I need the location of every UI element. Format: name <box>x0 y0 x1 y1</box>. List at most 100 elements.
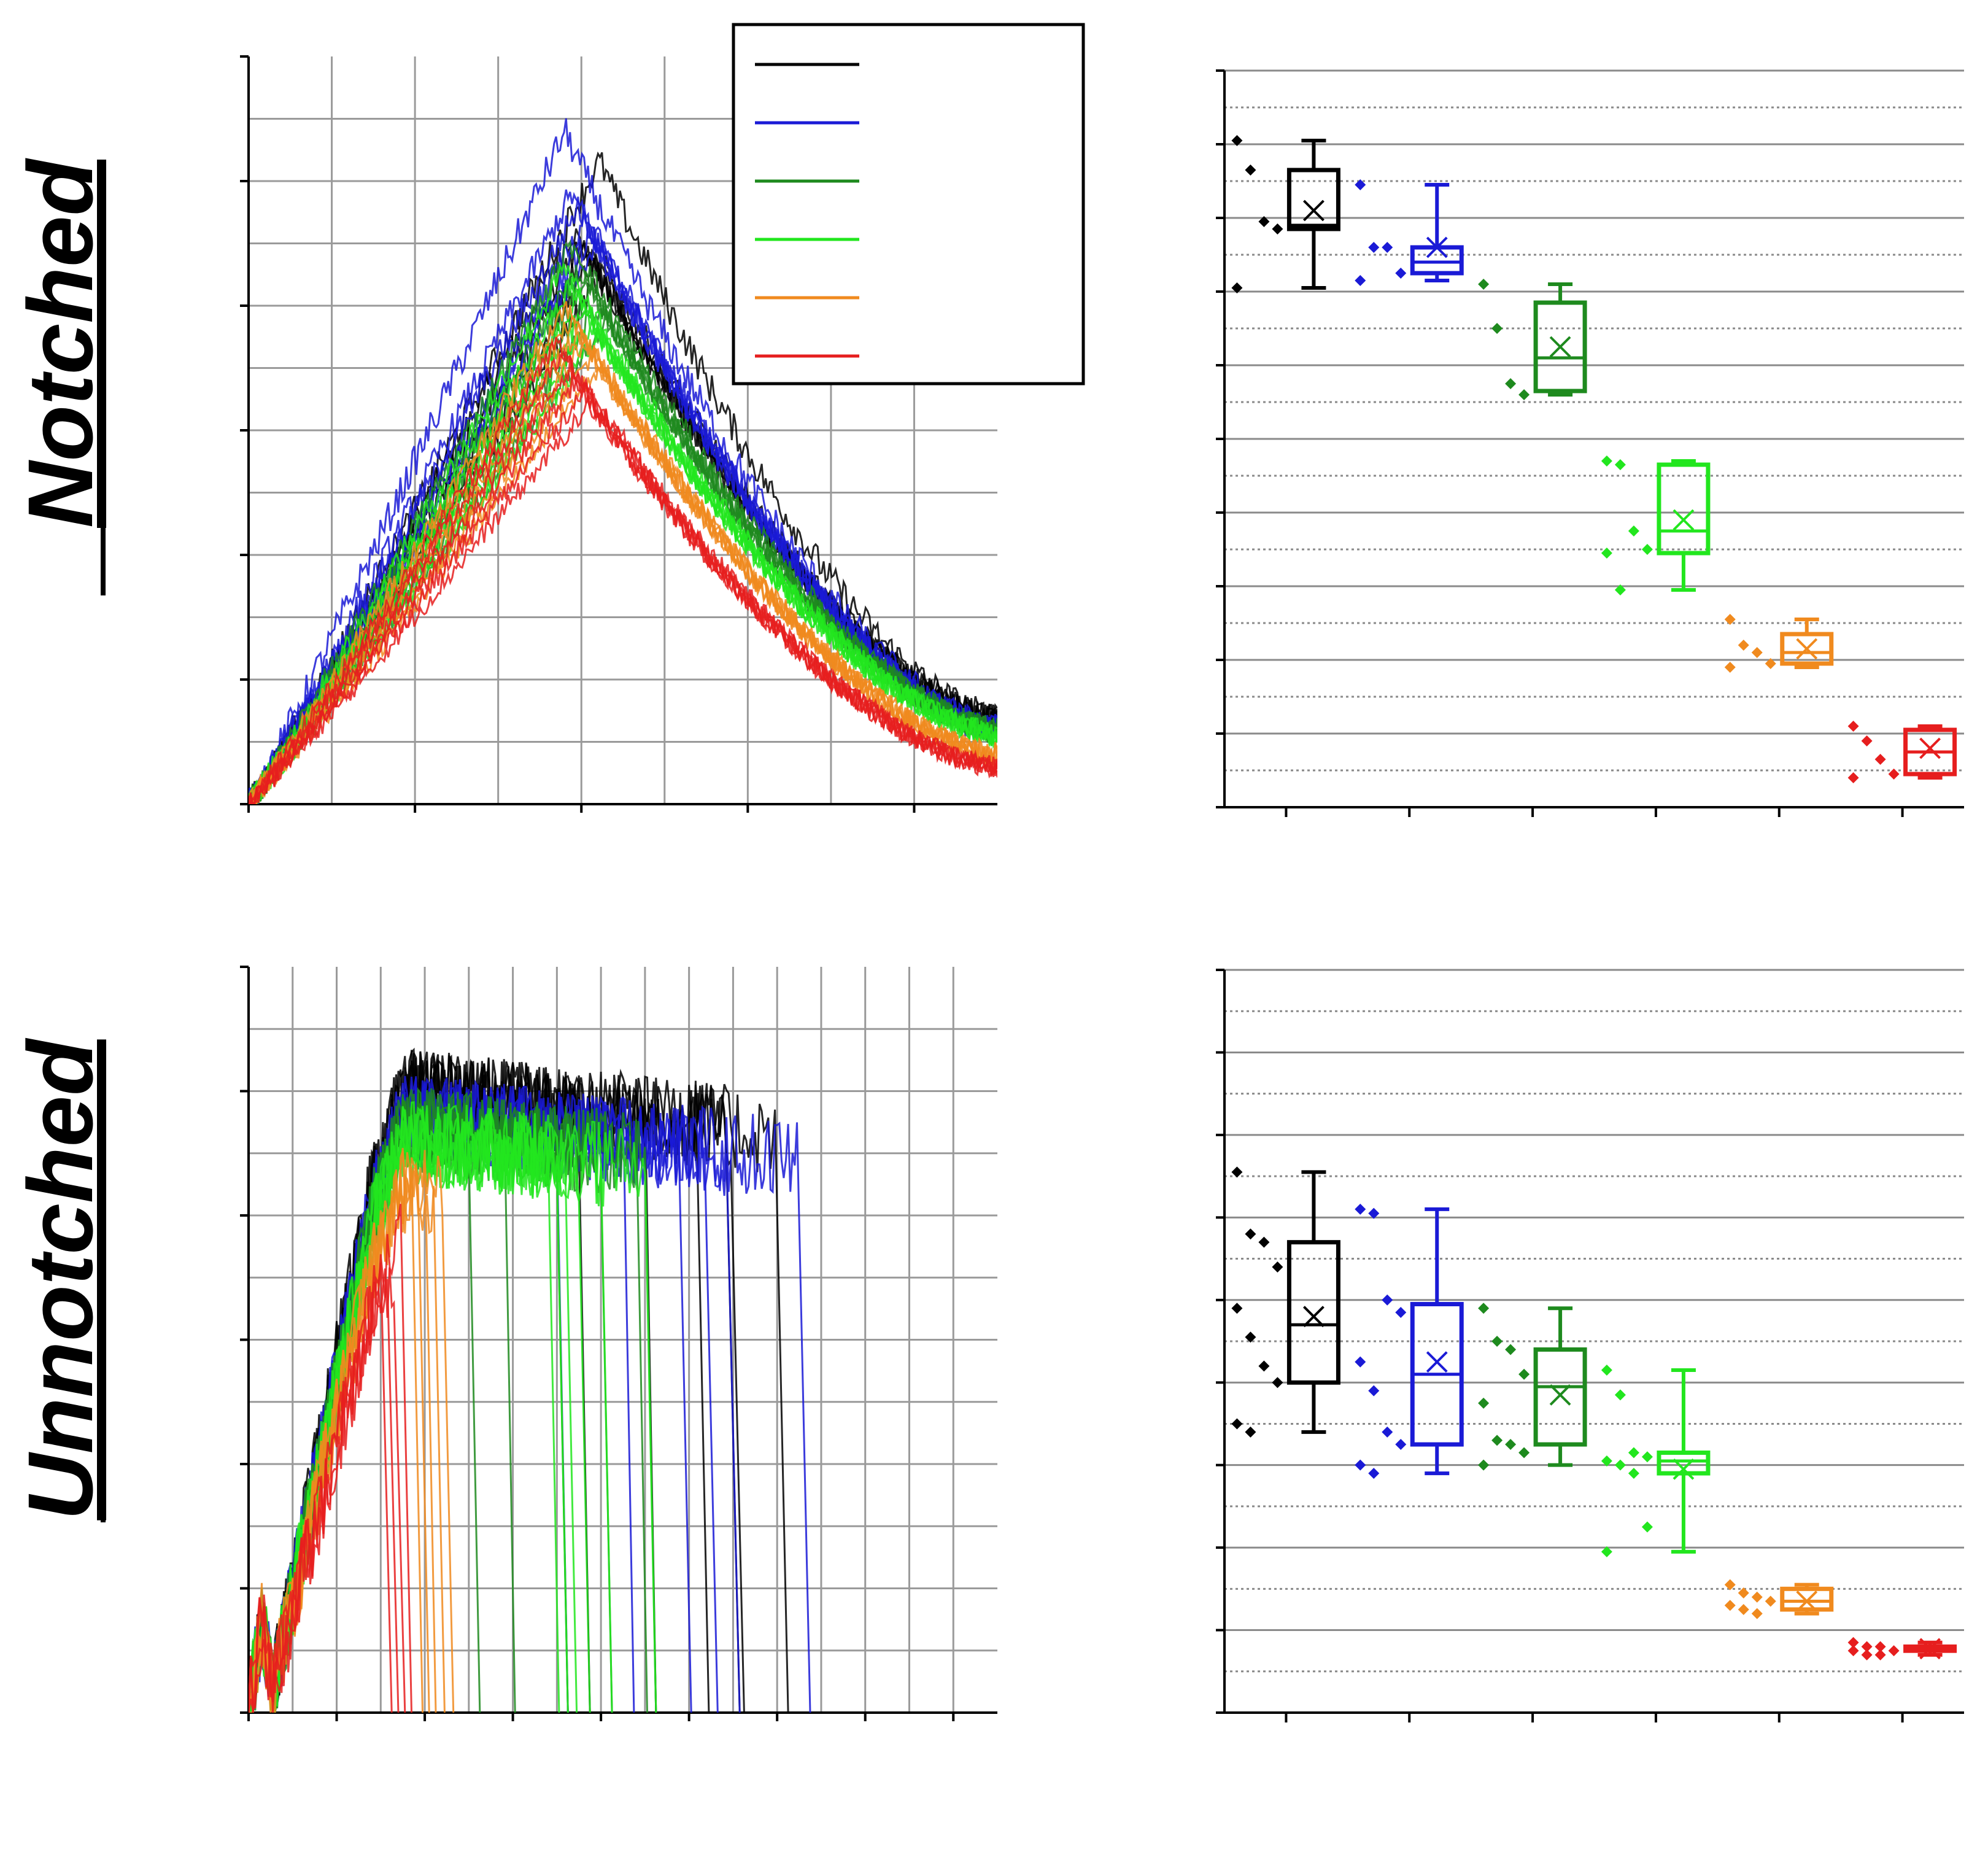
data-point <box>1847 1645 1859 1657</box>
notched-energy-chart <box>1216 69 1964 817</box>
data-point <box>1258 216 1270 227</box>
unnotched-force-chart <box>240 966 997 1721</box>
box <box>1533 300 1587 393</box>
data-point <box>1518 1447 1530 1459</box>
mean-marker <box>1426 236 1448 258</box>
legend-box <box>732 23 1085 386</box>
mean-marker <box>1919 1638 1941 1660</box>
mean-marker <box>1673 509 1695 531</box>
data-point <box>1765 1595 1776 1607</box>
data-point <box>1628 525 1639 537</box>
series-line-0wpp <box>249 118 997 804</box>
data-point <box>1861 1641 1873 1652</box>
series-line-8wpp <box>249 395 997 804</box>
data-point <box>1505 1439 1517 1451</box>
data-point <box>1355 179 1366 190</box>
data-point <box>1847 721 1859 732</box>
notched-force-chart <box>240 23 1085 813</box>
data-point <box>1245 1426 1256 1438</box>
data-point <box>1724 614 1736 625</box>
data-point <box>1888 769 1900 780</box>
data-point <box>1874 1649 1886 1660</box>
data-point <box>1861 1649 1873 1660</box>
data-point <box>1601 548 1612 559</box>
data-point <box>1641 1521 1653 1533</box>
data-point <box>1368 1207 1380 1219</box>
data-point <box>1231 1166 1243 1178</box>
box <box>1780 1586 1834 1612</box>
mean-marker <box>1303 200 1325 222</box>
unnotched-energy-chart <box>1216 969 1964 1722</box>
data-point <box>1491 323 1503 334</box>
series-line-8wpp <box>249 384 997 804</box>
row-label-unnotched: Unnotched <box>9 1037 112 1521</box>
data-point <box>1628 1447 1639 1459</box>
series-line-6wpp <box>249 350 997 804</box>
data-point <box>1724 662 1736 673</box>
data-point <box>1518 1368 1530 1380</box>
legend <box>732 23 1085 386</box>
mean-marker <box>1549 336 1571 358</box>
data-point <box>1518 389 1530 400</box>
box <box>1657 1451 1711 1476</box>
data-point <box>1724 1600 1736 1611</box>
data-point <box>1478 1303 1490 1314</box>
data-point <box>1382 1294 1393 1306</box>
data-point <box>1245 1331 1256 1343</box>
data-point <box>1765 658 1776 669</box>
data-point <box>1888 1645 1900 1657</box>
mean-marker <box>1673 1458 1695 1480</box>
data-point <box>1231 1303 1243 1314</box>
box <box>1410 245 1464 276</box>
box <box>1533 1347 1587 1447</box>
data-point <box>1368 1468 1380 1479</box>
data-point <box>1601 1546 1612 1557</box>
data-point <box>1861 735 1873 746</box>
data-point <box>1478 1459 1490 1471</box>
data-point <box>1231 1418 1243 1430</box>
data-point <box>1231 282 1243 293</box>
data-point <box>1258 1360 1270 1372</box>
data-point <box>1601 1365 1612 1376</box>
data-point <box>1505 1344 1517 1355</box>
series-lines <box>249 1047 811 1713</box>
data-point <box>1751 1591 1763 1603</box>
data-point <box>1368 242 1380 253</box>
data-point <box>1505 378 1517 389</box>
data-point <box>1478 1397 1490 1409</box>
data-point <box>1628 1468 1639 1479</box>
series-line-8wpp <box>249 358 997 804</box>
data-point <box>1874 1641 1886 1652</box>
mean-marker <box>1796 1590 1818 1612</box>
data-point <box>1478 279 1490 290</box>
data-point <box>1355 1356 1366 1368</box>
data-point <box>1738 1587 1749 1599</box>
series-lines <box>249 118 997 804</box>
data-point <box>1355 1203 1366 1215</box>
box <box>1286 168 1340 231</box>
data-point <box>1395 1439 1407 1451</box>
row-label-notched: Notched <box>9 158 112 528</box>
data-point <box>1272 1377 1283 1389</box>
data-point <box>1272 1261 1283 1273</box>
series-line-8wpp <box>249 347 997 804</box>
data-point <box>1395 1306 1407 1318</box>
data-point <box>1245 165 1256 176</box>
data-point <box>1847 1637 1859 1648</box>
data-point <box>1614 1389 1626 1401</box>
data-point <box>1491 1336 1503 1347</box>
data-point <box>1355 275 1366 286</box>
data-point <box>1751 1608 1763 1619</box>
data-point <box>1355 1459 1366 1471</box>
box <box>1780 632 1834 666</box>
data-point <box>1272 223 1283 234</box>
data-point <box>1395 268 1407 279</box>
series-line-6wpp <box>249 1148 455 1713</box>
mean-marker <box>1549 1384 1571 1406</box>
mean-marker <box>1796 638 1818 660</box>
data-point <box>1382 242 1393 253</box>
data-point <box>1231 135 1243 146</box>
box <box>1657 462 1711 556</box>
series-line-8wpp <box>249 1204 412 1713</box>
